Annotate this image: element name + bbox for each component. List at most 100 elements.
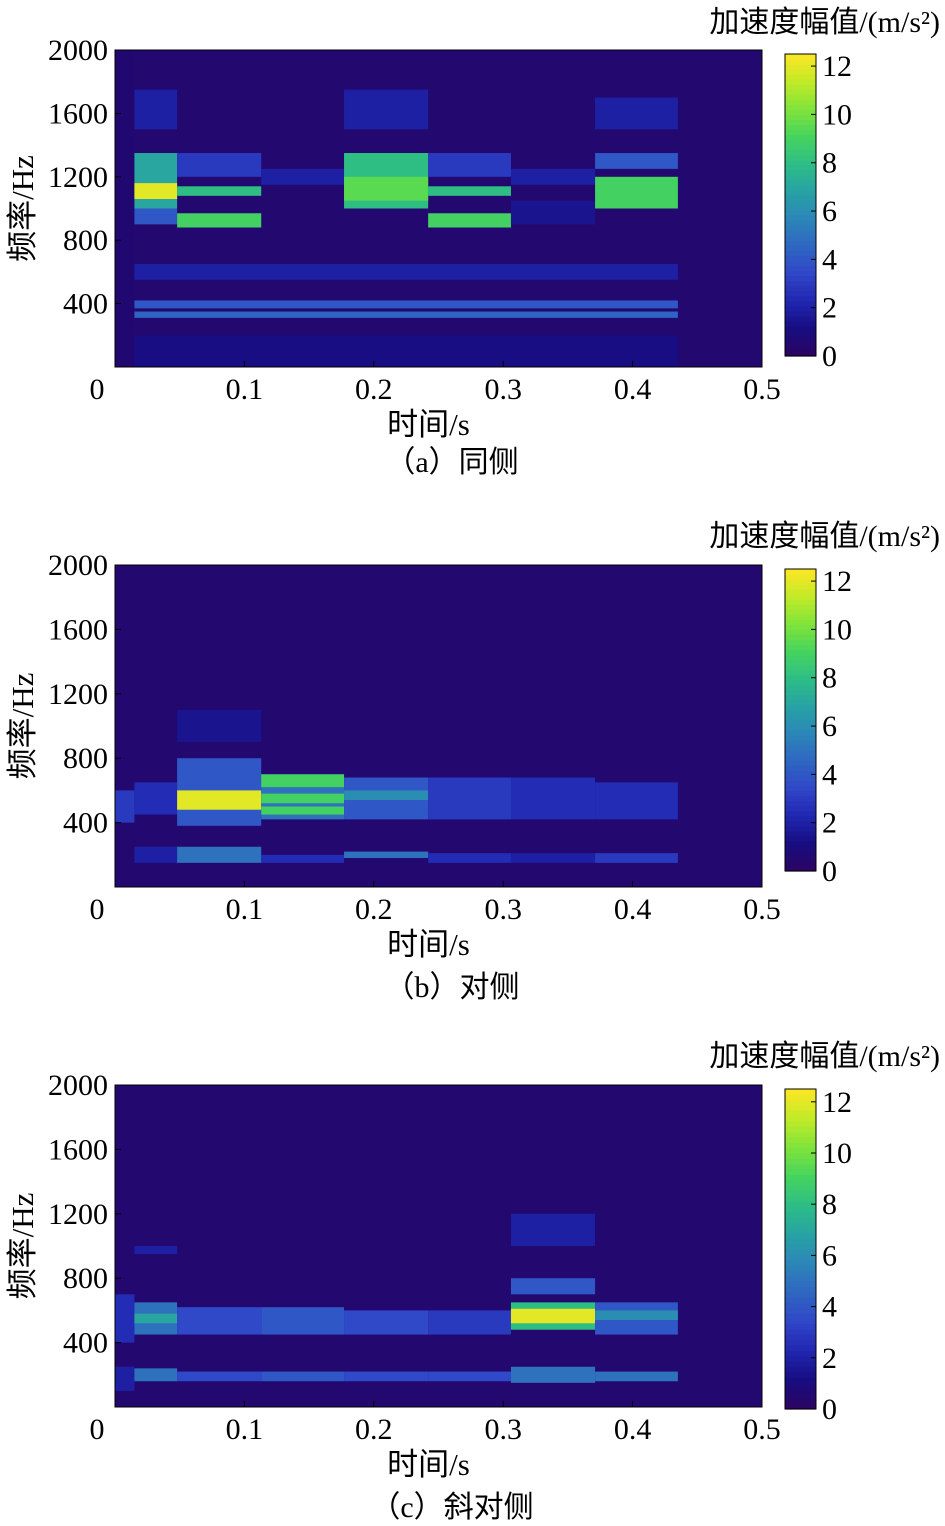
colorbar-tick-label: 0 — [822, 855, 837, 888]
colorbar-segment — [785, 330, 816, 337]
colorbar-segment — [785, 350, 816, 357]
colorbar-segment — [785, 54, 816, 60]
colorbar-tick-label: 4 — [822, 243, 837, 276]
colorbar-segment — [785, 730, 816, 736]
x-tick-label: 0 — [90, 893, 105, 926]
x-tick-label: 0 — [90, 373, 105, 406]
colorbar-segment — [785, 800, 816, 807]
colorbar-segment — [785, 179, 816, 186]
colorbar-segment — [785, 835, 816, 842]
colorbar-segment — [785, 1243, 816, 1250]
colorbar-segment — [785, 119, 816, 126]
colorbar-segment — [785, 1227, 816, 1234]
colorbar-segment — [785, 340, 816, 347]
y-tick-label: 400 — [63, 1327, 108, 1360]
colorbar-segment — [785, 1147, 816, 1154]
spectrogram-cell — [595, 1310, 678, 1321]
x-tick-label: 0.5 — [743, 893, 781, 926]
colorbar-tick-label: 6 — [822, 710, 837, 743]
colorbar-tick-label: 12 — [822, 50, 852, 83]
spectrogram-cell — [510, 1366, 596, 1383]
colorbar-segment — [785, 169, 816, 176]
colorbar-segment — [785, 1307, 816, 1314]
colorbar-tick-label: 2 — [822, 1342, 837, 1375]
colorbar-segment — [785, 1265, 816, 1271]
spectrogram-cell — [428, 213, 511, 228]
colorbar-segment — [785, 584, 816, 590]
colorbar-segment — [785, 225, 816, 231]
panel-caption: （c）斜对侧 — [370, 1491, 533, 1524]
colorbar-segment — [785, 1126, 816, 1133]
colorbar-segment — [785, 840, 816, 847]
spectrogram-cell — [595, 1371, 678, 1382]
spectrogram-cell — [510, 168, 596, 185]
colorbar-segment — [785, 1163, 816, 1170]
spectrogram-cell — [510, 853, 596, 863]
colorbar-segment — [785, 1259, 816, 1266]
spectrogram-cell — [115, 1294, 135, 1343]
spectrogram-cell — [134, 1368, 178, 1382]
colorbar-segment — [785, 654, 816, 661]
spectrogram-cell — [344, 851, 429, 859]
spectrogram-cell — [510, 777, 596, 820]
colorbar-segment — [785, 295, 816, 302]
colorbar-segment — [785, 780, 816, 787]
colorbar-tick-label: 8 — [822, 1188, 837, 1221]
colorbar-segment — [785, 280, 816, 287]
colorbar-segment — [785, 124, 816, 131]
spectrogram-cell — [177, 213, 262, 228]
colorbar-segment — [785, 810, 816, 817]
spectrogram-cell — [428, 1371, 511, 1382]
spectrogram-cell — [344, 790, 429, 801]
colorbar-segment — [785, 59, 816, 65]
y-axis-label: 频率/Hz — [5, 155, 40, 262]
colorbar-segment — [785, 69, 816, 75]
x-tick-label: 0.2 — [355, 1413, 393, 1446]
colorbar-tick-label: 12 — [822, 1086, 852, 1119]
colorbar-segment — [785, 1345, 816, 1351]
colorbar-segment — [785, 184, 816, 191]
colorbar-segment — [785, 569, 816, 575]
colorbar-segment — [785, 1398, 816, 1405]
colorbar-segment — [785, 740, 816, 746]
colorbar-segment — [785, 805, 816, 812]
spectrogram-cell — [177, 790, 262, 810]
colorbar-segment — [785, 134, 816, 141]
y-tick-label: 400 — [63, 288, 108, 321]
spectrogram-cell — [134, 1246, 178, 1255]
colorbar-segment — [785, 345, 816, 352]
spectrogram-cell — [177, 709, 262, 743]
colorbar-segment — [785, 164, 816, 171]
colorbar-segment — [785, 1131, 816, 1138]
colorbar-segment — [785, 1361, 816, 1367]
x-tick-label: 0.5 — [743, 373, 781, 406]
spectrogram-cell — [177, 1371, 262, 1382]
colorbar-segment — [785, 589, 816, 595]
colorbar-tick-label: 2 — [822, 292, 837, 325]
y-tick-label: 2000 — [48, 549, 108, 582]
colorbar-segment — [785, 89, 816, 95]
colorbar-segment — [785, 109, 816, 115]
spectrogram-cell — [595, 153, 678, 169]
x-tick-label: 0 — [90, 1413, 105, 1446]
colorbar-segment — [785, 1377, 816, 1383]
colorbar-segment — [785, 210, 816, 216]
spectrogram-cell — [428, 777, 511, 820]
spectrogram-cell — [595, 782, 678, 820]
colorbar-segment — [785, 1179, 816, 1186]
colorbar-segment — [785, 300, 816, 307]
colorbar-segment — [785, 1158, 816, 1165]
colorbar-segment — [785, 174, 816, 181]
colorbar-segment — [785, 639, 816, 646]
x-tick-label: 0.4 — [614, 373, 652, 406]
colorbar-segment — [785, 579, 816, 585]
colorbar-segment — [785, 704, 816, 711]
spectrogram-cell — [344, 1310, 429, 1335]
spectrogram-cell — [134, 89, 178, 130]
spectrogram-cell — [510, 200, 596, 225]
colorbar-segment — [785, 850, 816, 857]
spectrogram-cell — [134, 153, 178, 209]
colorbar-segment — [785, 1318, 816, 1325]
x-tick-label: 0.4 — [614, 1413, 652, 1446]
x-axis-label: 时间/s — [387, 407, 470, 442]
